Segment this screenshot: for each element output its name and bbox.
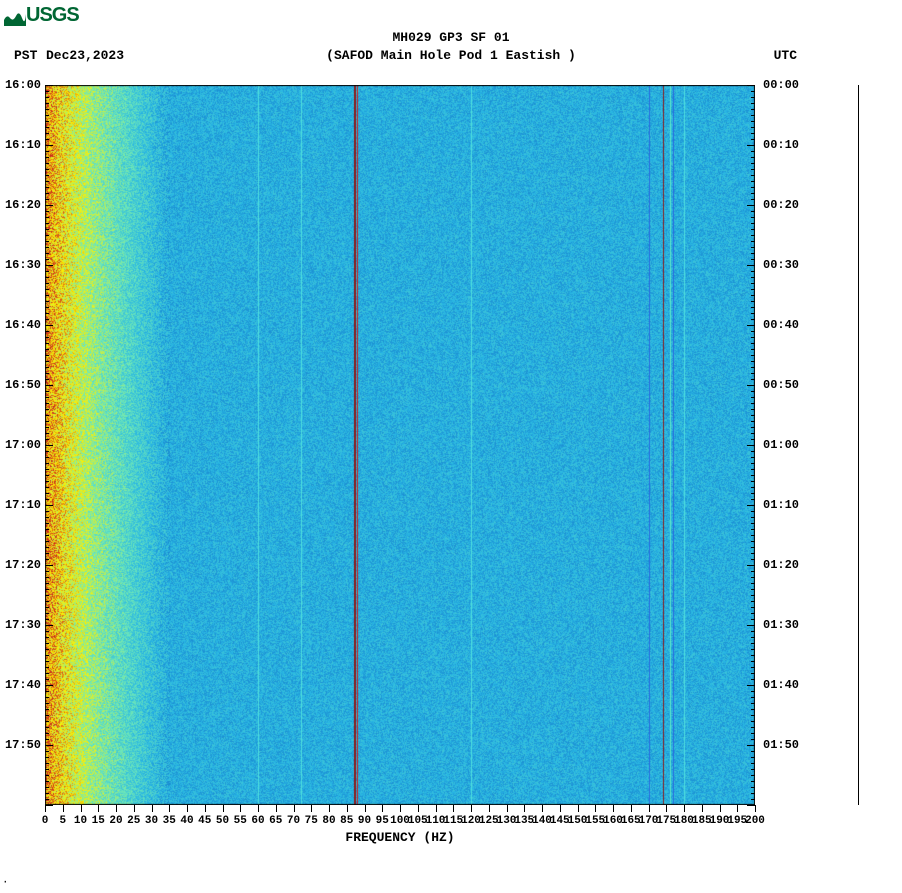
y-right-tick-label: 01:30 (763, 618, 799, 632)
x-tick-label: 35 (163, 815, 176, 827)
y-right-tick-label: 01:20 (763, 558, 799, 572)
y-left-tick-label: 17:00 (5, 438, 41, 452)
y-right-tick-label: 01:50 (763, 738, 799, 752)
x-tick-label: 30 (145, 815, 158, 827)
y-right-tick-label: 01:40 (763, 678, 799, 692)
x-tick-label: 90 (358, 815, 371, 827)
spectrogram-canvas (45, 85, 755, 805)
timezone-right-label: UTC (774, 48, 797, 63)
x-tick-label: 40 (180, 815, 193, 827)
y-left-tick-label: 17:20 (5, 558, 41, 572)
y-left-tick-label: 17:10 (5, 498, 41, 512)
usgs-logo: USGS (4, 4, 79, 27)
x-tick-label: 0 (42, 815, 49, 827)
x-tick-label: 50 (216, 815, 229, 827)
x-tick-label: 95 (376, 815, 389, 827)
y-right-tick-label: 00:50 (763, 378, 799, 392)
y-right-tick-label: 00:40 (763, 318, 799, 332)
y-left-tick-label: 16:50 (5, 378, 41, 392)
usgs-logo-text: USGS (26, 4, 79, 26)
y-right-tick-label: 00:10 (763, 138, 799, 152)
y-right-tick-label: 00:20 (763, 198, 799, 212)
chart-title-line2: (SAFOD Main Hole Pod 1 Eastish ) (0, 48, 902, 63)
x-tick-label: 85 (340, 815, 353, 827)
y-left-tick-label: 16:10 (5, 138, 41, 152)
chart-title-line1: MH029 GP3 SF 01 (0, 30, 902, 45)
y-left-tick-label: 16:40 (5, 318, 41, 332)
y-axis-right-labels: 00:0000:1000:2000:3000:4000:5001:0001:10… (755, 85, 815, 805)
y-right-tick-label: 01:00 (763, 438, 799, 452)
y-right-tick-label: 01:10 (763, 498, 799, 512)
x-tick-label: 5 (59, 815, 66, 827)
x-tick-label: 10 (74, 815, 87, 827)
x-tick-label: 45 (198, 815, 211, 827)
y-left-tick-label: 16:20 (5, 198, 41, 212)
x-tick-label: 200 (745, 815, 765, 827)
y-left-tick-label: 16:30 (5, 258, 41, 272)
x-tick-label: 55 (234, 815, 247, 827)
spectrogram-plot (45, 85, 755, 805)
y-left-tick-label: 17:30 (5, 618, 41, 632)
x-tick-label: 80 (322, 815, 335, 827)
x-tick-label: 25 (127, 815, 140, 827)
x-tick-label: 70 (287, 815, 300, 827)
y-left-tick-label: 17:50 (5, 738, 41, 752)
x-tick-label: 65 (269, 815, 282, 827)
y-right-tick-label: 00:00 (763, 78, 799, 92)
y-left-tick-label: 17:40 (5, 678, 41, 692)
x-axis-title: FREQUENCY (HZ) (45, 830, 755, 845)
x-tick-label: 20 (109, 815, 122, 827)
timezone-left-label: PST (14, 48, 37, 63)
y-left-tick-label: 16:00 (5, 78, 41, 92)
date-label: Dec23,2023 (46, 48, 124, 63)
side-reference-line (858, 85, 859, 805)
y-right-tick-label: 00:30 (763, 258, 799, 272)
x-tick-label: 75 (305, 815, 318, 827)
footer-mark: · (2, 877, 9, 889)
x-tick-label: 15 (92, 815, 105, 827)
usgs-wave-icon (4, 6, 26, 26)
y-axis-left-labels: 16:0016:1016:2016:3016:4016:5017:0017:10… (0, 85, 45, 805)
x-tick-label: 60 (251, 815, 264, 827)
